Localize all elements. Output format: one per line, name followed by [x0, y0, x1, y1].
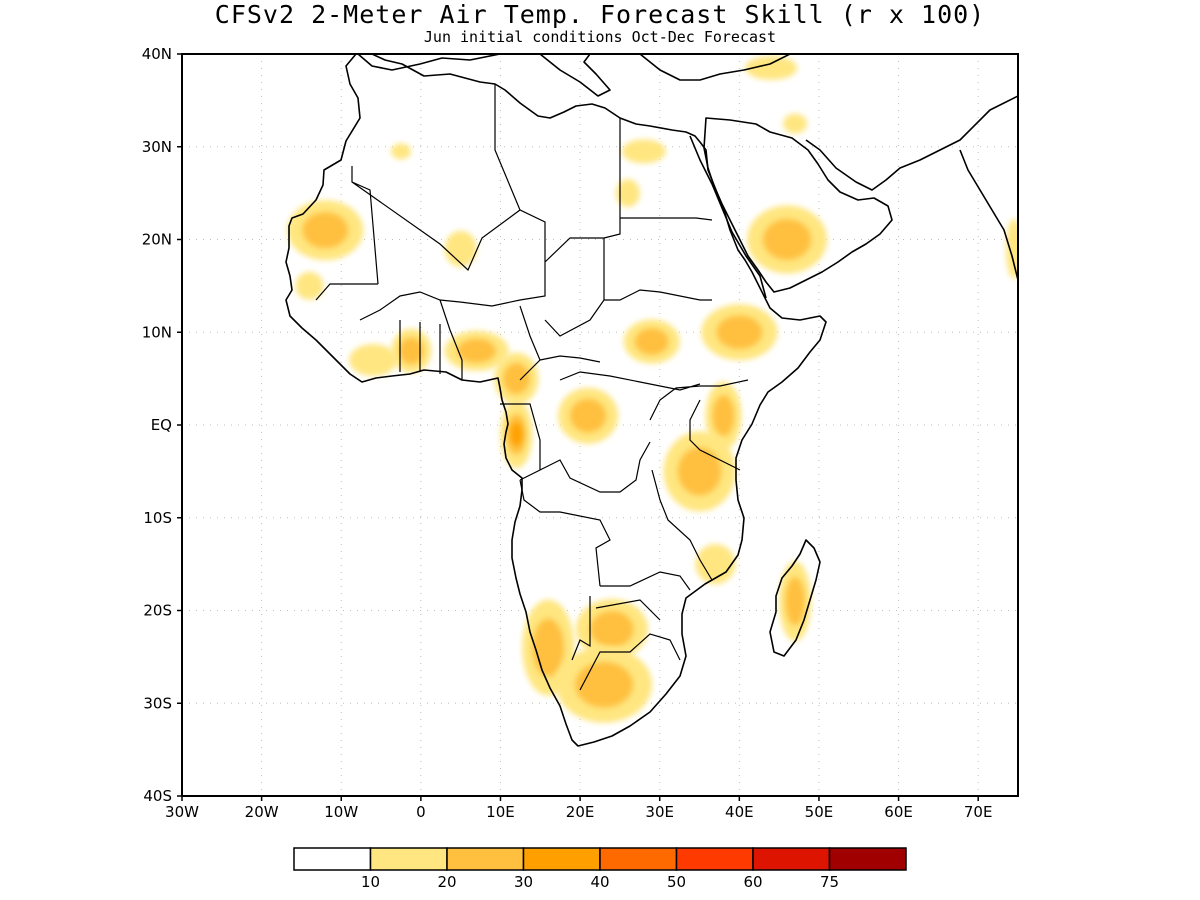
skill-core-congo-north	[570, 398, 607, 433]
skill-area-mediterranean-east	[745, 55, 798, 80]
skill-area-ivory-coast	[349, 344, 398, 377]
skill-peak-gabon	[510, 422, 522, 447]
colorbar-swatch	[675, 847, 754, 871]
lon-tick-label: 60E	[884, 803, 913, 821]
europe-coastline	[357, 54, 791, 97]
axis-ticks	[177, 53, 979, 801]
skill-core-mauritania	[302, 212, 349, 249]
skill-core-botswana	[590, 611, 634, 648]
skill-core-ethiopia	[716, 315, 763, 350]
lon-tick-label: 70E	[964, 803, 993, 821]
red-sea-coast	[689, 135, 767, 299]
persian-gulf-coastline	[805, 95, 1018, 191]
skill-area-iraq	[783, 113, 808, 134]
skill-area-libya-east	[621, 139, 666, 164]
colorbar-swatch	[369, 847, 448, 871]
lat-tick-label: 30N	[142, 138, 172, 156]
map-subtitle: Jun initial conditions Oct-Dec Forecast	[423, 28, 777, 46]
colorbar-swatch	[446, 847, 525, 871]
lat-tick-label: 10S	[143, 509, 172, 527]
colorbar-label: 30	[514, 873, 533, 891]
madagascar-coastline	[769, 539, 821, 657]
colorbar-label: 60	[743, 873, 762, 891]
lon-tick-label: 20W	[245, 803, 279, 821]
lat-tick-label: 20N	[142, 231, 172, 249]
colorbar: 10 20 30 40 50 60 75	[293, 847, 907, 891]
border-lines	[315, 84, 749, 691]
colorbar-swatch	[599, 847, 678, 871]
lat-tick-label: 20S	[143, 602, 172, 620]
lat-tick-label: EQ	[151, 416, 172, 434]
colorbar-swatch	[828, 847, 907, 871]
colorbar-label: 50	[667, 873, 686, 891]
lon-tick-label: 30W	[165, 803, 199, 821]
skill-core-nigeria	[457, 338, 496, 363]
lat-tick-label: 30S	[143, 694, 172, 712]
lat-tick-label: 40S	[143, 787, 172, 805]
colorbar-swatch	[752, 847, 831, 871]
colorbar-swatch	[293, 847, 372, 871]
skill-core-namibia	[532, 618, 564, 677]
map-title: CFSv2 2-Meter Air Temp. Forecast Skill (…	[214, 0, 986, 29]
skill-area-mali-central	[444, 230, 477, 267]
skill-core-sudan-south	[634, 328, 669, 355]
lon-tick-label: 40E	[725, 803, 754, 821]
lon-tick-label: 20E	[566, 803, 595, 821]
skill-area-mozambique	[695, 544, 736, 585]
skill-area-egypt-south	[615, 179, 640, 208]
colorbar-label: 75	[820, 873, 839, 891]
skill-core-tanzania	[677, 447, 722, 496]
colorbar-swatch	[522, 847, 601, 871]
lat-tick-label: 40N	[142, 45, 172, 63]
lon-tick-labels: 30W 20W 10W 0 10E 20E 30E 40E 50E 60E 70E	[165, 803, 992, 821]
lat-tick-label: 10N	[142, 323, 172, 341]
skill-core-arabia	[763, 219, 812, 260]
skill-core-cameroon	[503, 363, 530, 395]
lon-tick-label: 10W	[324, 803, 358, 821]
skill-shading	[287, 55, 1018, 723]
colorbar-label: 20	[437, 873, 456, 891]
skill-core-madagascar	[785, 577, 805, 626]
lon-tick-label: 50E	[805, 803, 834, 821]
lon-tick-label: 0	[416, 803, 426, 821]
lat-tick-labels: 40N 30N 20N 10N EQ 10S 20S 30S 40S	[142, 45, 172, 805]
skill-area-senegal	[295, 271, 324, 300]
arabia-coastline	[703, 117, 893, 293]
africa-coastline	[285, 54, 827, 747]
colorbar-label: 10	[361, 873, 380, 891]
skill-area-algeria-north	[390, 143, 411, 160]
colorbar-label: 40	[590, 873, 609, 891]
lon-tick-label: 10E	[486, 803, 515, 821]
coastlines	[285, 54, 1018, 747]
india-coastline	[959, 149, 1018, 281]
country-borders	[315, 84, 749, 691]
skill-core-south-africa	[575, 661, 633, 708]
skill-core-kenya	[712, 395, 735, 437]
skill-core-ghana	[399, 337, 424, 364]
lon-tick-label: 30E	[645, 803, 674, 821]
skill-area-india-west	[1006, 218, 1018, 279]
